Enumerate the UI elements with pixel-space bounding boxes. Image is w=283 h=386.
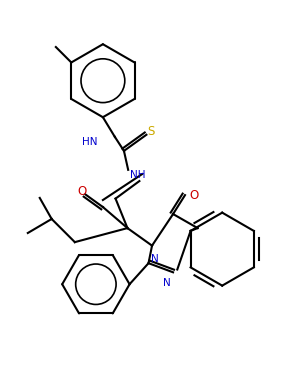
Text: HN: HN <box>82 137 97 147</box>
Text: S: S <box>147 125 154 138</box>
Text: O: O <box>77 185 87 198</box>
Text: N: N <box>162 278 170 288</box>
Text: NH: NH <box>130 171 145 180</box>
Text: N: N <box>151 254 159 264</box>
Text: O: O <box>189 189 198 201</box>
